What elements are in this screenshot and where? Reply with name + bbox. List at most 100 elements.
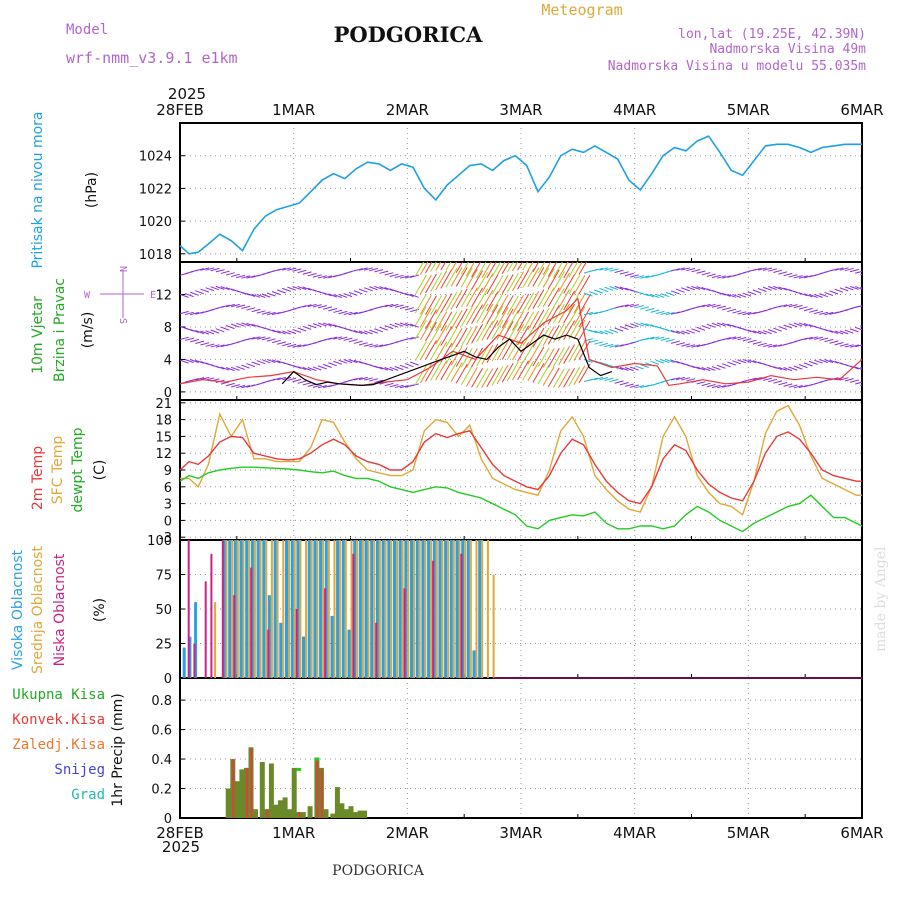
wind-barb	[333, 293, 343, 298]
wind-barb	[200, 342, 210, 346]
wind-barb	[435, 311, 448, 332]
wind-barb	[225, 382, 235, 387]
wind-barb	[184, 337, 194, 341]
wind-barb	[425, 362, 437, 382]
wind-barb	[578, 320, 591, 341]
wind-barb	[302, 271, 312, 275]
x-tick-label-bottom: 2MAR	[386, 824, 429, 842]
wind-barb	[834, 288, 844, 293]
wind-barb	[410, 293, 419, 298]
x-tick-label-top: 5MAR	[727, 101, 770, 119]
wind-barb	[604, 286, 614, 291]
wind-barb	[348, 339, 358, 343]
wind-unit: (m/s)	[80, 312, 96, 349]
wind-barb	[527, 262, 534, 271]
wind-barb	[722, 307, 732, 311]
wind-barb	[599, 267, 609, 271]
wind-barb	[455, 308, 468, 329]
wind-barb	[583, 358, 593, 363]
y-tick-label: 12	[155, 447, 172, 462]
wind-barb	[747, 291, 757, 296]
wind-barb	[501, 340, 514, 360]
wind-barb	[532, 262, 540, 273]
wind-barb	[737, 359, 747, 364]
wind-barb	[752, 377, 762, 381]
cloud-bar-low	[375, 622, 378, 678]
wind-barb	[486, 304, 499, 324]
wind-rose-icon: W E N S	[84, 266, 156, 324]
wind-barb	[773, 344, 783, 348]
wind-barb	[762, 330, 772, 335]
cloud-bar-mid	[447, 540, 450, 678]
wind-barb	[425, 262, 433, 274]
wind-barb	[302, 382, 312, 386]
wind-barb	[312, 304, 322, 308]
wind-barb	[778, 271, 788, 275]
wind-barb	[829, 359, 839, 364]
wind-barb	[701, 367, 711, 372]
wind-barb	[266, 328, 276, 333]
wind-barb	[670, 290, 680, 295]
wind-barb	[645, 336, 655, 340]
pressure-series-line	[179, 135, 862, 255]
wind-barb	[419, 274, 432, 295]
cloud-bar-mid	[373, 540, 376, 678]
wind-barb	[271, 339, 281, 344]
wind-barb	[210, 329, 220, 334]
y-tick-label: 21	[155, 397, 172, 412]
wind-barb	[839, 330, 849, 335]
credit-label: made by Angel	[873, 546, 889, 652]
y-tick-label: 4	[164, 353, 172, 368]
cloud-bar-high	[438, 540, 442, 678]
wind-barb	[430, 323, 443, 343]
wind-barb	[619, 325, 629, 330]
wind-barb	[246, 292, 256, 297]
wind-barb	[399, 322, 409, 327]
cloud-bar-mid	[441, 540, 444, 678]
wind-barb	[271, 329, 281, 334]
cloud-bar-mid	[327, 540, 330, 678]
wind-barb	[860, 367, 862, 369]
wind-barb	[573, 365, 586, 385]
cloud-label-high: Visoka Oblacnost	[10, 549, 26, 670]
cloud-bar-high	[279, 622, 283, 678]
wind-barb	[517, 269, 530, 290]
wind-barb	[839, 377, 849, 381]
wind-barb	[404, 337, 414, 341]
cloud-bar-high	[245, 540, 249, 678]
wind-barb	[788, 366, 798, 371]
y-tick-label: 0	[164, 386, 172, 401]
wind-barb	[686, 329, 695, 334]
wind-barb	[670, 268, 680, 272]
wind-barb	[783, 303, 793, 308]
wind-barb	[747, 339, 757, 343]
wind-barb	[312, 274, 322, 278]
y-tick-label: 6	[164, 481, 172, 496]
cloud-bar-mid	[356, 540, 359, 678]
wind-barb	[455, 363, 468, 384]
wind-barb	[190, 291, 199, 296]
wind-barb	[558, 345, 570, 366]
wind-barb	[747, 311, 757, 316]
wind-barb	[491, 319, 504, 340]
wind-barb	[583, 311, 593, 316]
wind-barb	[317, 305, 327, 309]
cloud-bar-high	[256, 540, 260, 678]
wind-barb	[629, 323, 639, 328]
wind-barb	[394, 366, 404, 371]
wind-barb	[645, 293, 655, 298]
wind-barb	[829, 268, 839, 272]
wind-barb	[384, 303, 394, 308]
wind-barb	[455, 267, 468, 287]
precip-bar-total	[323, 809, 329, 818]
wind-barb	[619, 382, 629, 386]
wind-barb	[430, 272, 443, 292]
precip-bar-conv	[250, 748, 253, 818]
wind-barb	[338, 359, 348, 364]
wind-barb	[578, 274, 591, 295]
precip-bar-total	[353, 812, 358, 818]
cloud-bar-mid	[316, 540, 319, 678]
wind-barb	[496, 364, 509, 385]
wind-barb	[640, 292, 649, 297]
precip-bar-total	[334, 787, 340, 818]
